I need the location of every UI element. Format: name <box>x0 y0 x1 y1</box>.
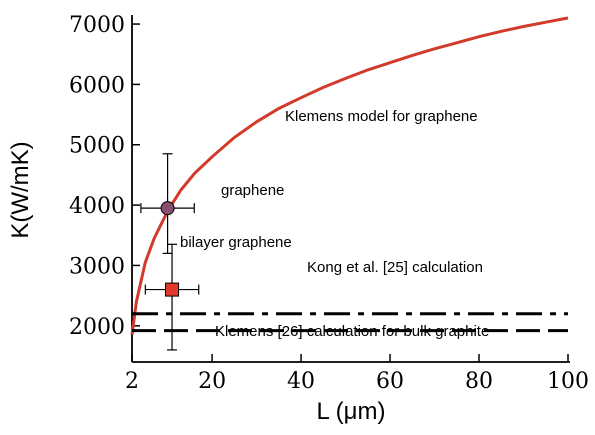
bilayer-graphene-marker <box>165 282 180 297</box>
annotation-klemens-bulk-graphite: Klemens [26] calculation for bulk graphi… <box>215 323 489 340</box>
annotation-kong-calculation: Kong et al. [25] calculation <box>307 259 483 276</box>
annotation-graphene: graphene <box>221 182 284 199</box>
x-ticks: 2 20 40 60 80 100 <box>125 354 589 394</box>
x-tick-label: 20 <box>198 369 226 394</box>
graphene-marker <box>160 201 175 216</box>
y-tick-label: 6000 <box>69 73 125 98</box>
points-layer <box>140 153 200 351</box>
x-tick-label: 40 <box>287 369 315 394</box>
y-tick-label: 4000 <box>69 194 125 219</box>
y-tick-label: 7000 <box>69 13 125 38</box>
y-tick-label: 3000 <box>69 254 125 279</box>
series-layer <box>130 16 569 335</box>
y-ticks: 2000 3000 4000 5000 6000 7000 <box>69 13 140 340</box>
x-tick-label: 2 <box>125 369 139 394</box>
annotation-bilayer-graphene: bilayer graphene <box>180 234 292 251</box>
x-tick-label: 60 <box>376 369 404 394</box>
x-tick-label: 80 <box>465 369 493 394</box>
annotation-klemens-model: Klemens model for graphene <box>285 108 478 125</box>
y-tick-label: 2000 <box>69 315 125 340</box>
x-tick-label: 100 <box>547 369 589 394</box>
y-tick-label: 5000 <box>69 134 125 159</box>
klemens-model-curve <box>130 16 569 335</box>
x-axis-label: L (μm) <box>317 398 386 425</box>
y-axis-label: K(W/mK) <box>7 141 34 238</box>
